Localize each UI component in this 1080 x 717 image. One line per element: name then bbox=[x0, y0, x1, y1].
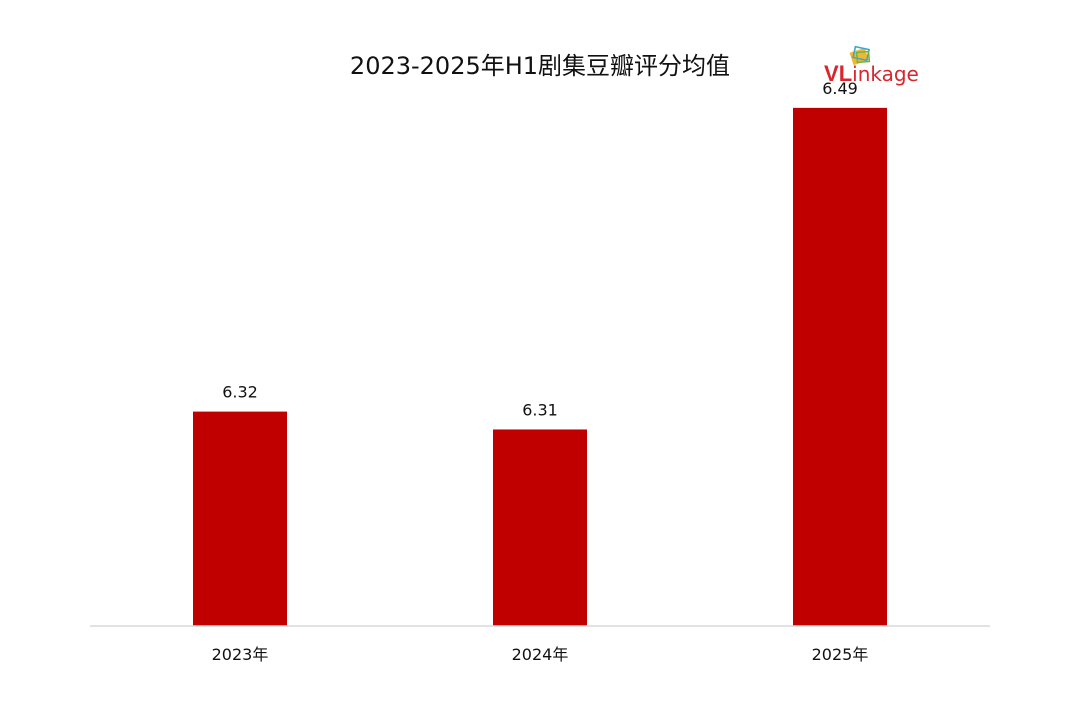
bar-1 bbox=[493, 429, 587, 626]
x-tick-label-2: 2025年 bbox=[812, 645, 869, 664]
x-tick-label-0: 2023年 bbox=[212, 645, 269, 664]
chart-title: 2023-2025年H1剧集豆瓣评分均值 bbox=[350, 52, 730, 80]
vlinkage-logo: VLinkage bbox=[824, 45, 919, 86]
data-label-2: 6.49 bbox=[822, 79, 858, 98]
bar-0 bbox=[193, 411, 287, 626]
x-axis-tick-labels: 2023年 2024年 2025年 bbox=[212, 645, 869, 664]
x-tick-label-1: 2024年 bbox=[512, 645, 569, 664]
bar-2 bbox=[793, 107, 887, 626]
logo-emblem-icon bbox=[849, 45, 871, 66]
bar-series bbox=[193, 107, 887, 626]
data-label-0: 6.32 bbox=[222, 383, 258, 402]
logo-wordmark: VLinkage bbox=[824, 61, 919, 86]
data-labels: 6.32 6.31 6.49 bbox=[222, 79, 858, 420]
data-label-1: 6.31 bbox=[522, 400, 558, 419]
